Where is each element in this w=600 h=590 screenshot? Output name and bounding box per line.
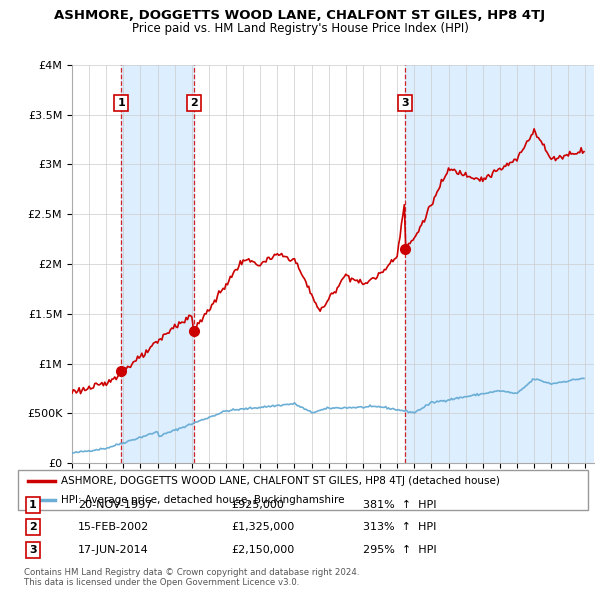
Text: 381%  ↑  HPI: 381% ↑ HPI: [363, 500, 437, 510]
Text: £2,150,000: £2,150,000: [231, 545, 294, 555]
Bar: [121, 65, 194, 463]
Text: Price paid vs. HM Land Registry's House Price Index (HPI): Price paid vs. HM Land Registry's House …: [131, 22, 469, 35]
Text: 295%  ↑  HPI: 295% ↑ HPI: [363, 545, 437, 555]
Bar: [405, 65, 594, 463]
Text: 1: 1: [118, 98, 125, 108]
Text: £1,325,000: £1,325,000: [231, 523, 294, 532]
Text: 15-FEB-2002: 15-FEB-2002: [78, 523, 149, 532]
Text: 3: 3: [29, 545, 37, 555]
Text: 2: 2: [29, 523, 37, 532]
Text: 1: 1: [29, 500, 37, 510]
Text: 2: 2: [190, 98, 198, 108]
Text: 3: 3: [401, 98, 409, 108]
Text: Contains HM Land Registry data © Crown copyright and database right 2024.
This d: Contains HM Land Registry data © Crown c…: [24, 568, 359, 587]
Text: 20-NOV-1997: 20-NOV-1997: [78, 500, 152, 510]
Text: HPI: Average price, detached house, Buckinghamshire: HPI: Average price, detached house, Buck…: [61, 496, 344, 505]
Text: 313%  ↑  HPI: 313% ↑ HPI: [363, 523, 436, 532]
Text: 17-JUN-2014: 17-JUN-2014: [78, 545, 149, 555]
Text: ASHMORE, DOGGETTS WOOD LANE, CHALFONT ST GILES, HP8 4TJ (detached house): ASHMORE, DOGGETTS WOOD LANE, CHALFONT ST…: [61, 477, 500, 487]
Text: £925,000: £925,000: [231, 500, 284, 510]
Text: ASHMORE, DOGGETTS WOOD LANE, CHALFONT ST GILES, HP8 4TJ: ASHMORE, DOGGETTS WOOD LANE, CHALFONT ST…: [55, 9, 545, 22]
